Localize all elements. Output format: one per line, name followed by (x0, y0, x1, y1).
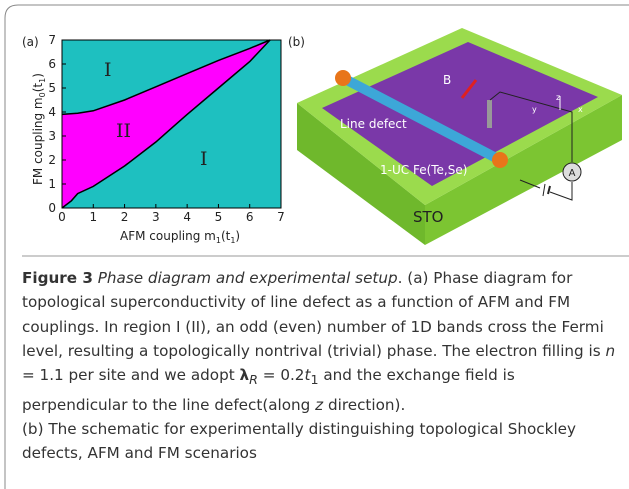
defect-label: Line defect (340, 117, 407, 131)
region-label: II (116, 120, 131, 142)
panel-b: (b) B A Line defect 1-UC Fe(Te,Se) STO z… (288, 28, 622, 245)
y-tick-label: 7 (48, 33, 56, 47)
end-state (492, 152, 508, 168)
caption-text: direction). (323, 396, 405, 414)
y-tick-label: 4 (48, 105, 56, 119)
axis-name: x (578, 105, 583, 114)
region-label: I (200, 148, 208, 170)
caption-text: (b) The schematic for experimentally dis… (22, 420, 576, 462)
label-part: FM coupling m (31, 97, 45, 185)
label-part: (t (221, 229, 231, 243)
caption-text: = 0.2 (258, 366, 305, 384)
wire (550, 182, 572, 200)
caption-math: n (606, 342, 616, 360)
y-tick-label: 1 (48, 177, 56, 191)
caption-math: λ (240, 366, 250, 384)
caption-text: = 1.1 per site and we adopt (22, 366, 240, 384)
y-tick-label: 0 (48, 201, 56, 215)
battery (548, 186, 550, 194)
region-label: I (104, 59, 112, 81)
label-part: ) (235, 229, 240, 243)
y-tick-label: 6 (48, 57, 56, 71)
battery (543, 184, 545, 196)
panel-label: (a) (22, 35, 39, 49)
panel-label: (b) (288, 35, 305, 49)
y-axis-label: FM coupling m0(t1) (31, 73, 47, 185)
x-tick-label: 7 (277, 210, 285, 224)
x-tick-label: 0 (58, 210, 66, 224)
page: (a) AFM coupling m1(t1) FM coupling m0(t… (0, 0, 629, 489)
layer-label: 1-UC Fe(Te,Se) (380, 163, 467, 177)
y-tick-label: 3 (48, 129, 56, 143)
caption-math: 1 (310, 372, 318, 387)
field-label: B (443, 73, 451, 87)
y-tick-label: 5 (48, 81, 56, 95)
label-part: ) (31, 73, 45, 78)
x-tick-label: 4 (183, 210, 191, 224)
x-axis-label: AFM coupling m1(t1) (120, 229, 240, 245)
probe (487, 100, 492, 128)
substrate-label: STO (413, 208, 444, 226)
x-tick-label: 1 (89, 210, 97, 224)
label-part: (t (31, 83, 45, 93)
ammeter-label: A (569, 168, 576, 179)
caption: Figure 3 Phase diagram and experimental … (22, 266, 618, 465)
x-tick-label: 2 (121, 210, 129, 224)
caption-title: Phase diagram and experimental setup (93, 269, 398, 287)
end-state (335, 70, 351, 86)
panel-a: (a) AFM coupling m1(t1) FM coupling m0(t… (22, 33, 285, 245)
x-tick-label: 3 (152, 210, 160, 224)
caption-label: Figure 3 (22, 269, 93, 287)
y-tick-label: 2 (48, 153, 56, 167)
caption-math: z (315, 396, 323, 414)
caption-math: R (249, 372, 258, 387)
axis-name: y (532, 105, 537, 114)
axis-name: z (556, 93, 560, 102)
label-part: AFM coupling m (120, 229, 216, 243)
x-tick-label: 6 (246, 210, 254, 224)
x-tick-label: 5 (215, 210, 223, 224)
